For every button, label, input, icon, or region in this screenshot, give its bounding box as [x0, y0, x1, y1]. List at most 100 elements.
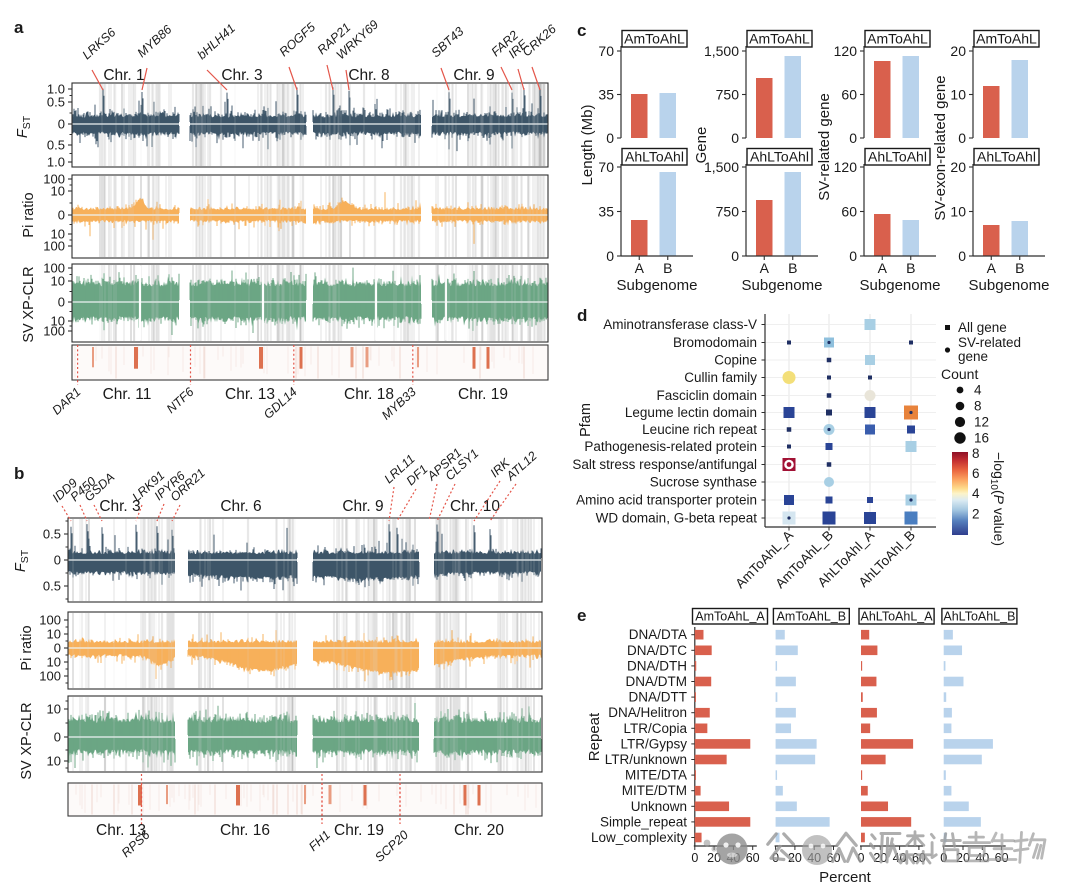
svg-text:0: 0: [731, 248, 739, 264]
svg-text:60: 60: [841, 204, 857, 220]
svg-text:Percent: Percent: [819, 869, 872, 886]
svg-text:750: 750: [716, 204, 740, 220]
svg-text:Length (Mb): Length (Mb): [579, 105, 596, 186]
svg-text:DNA/DTA: DNA/DTA: [629, 627, 687, 642]
svg-text:0: 0: [958, 248, 966, 264]
svg-text:SV-exon-related gene: SV-exon-related gene: [932, 75, 949, 220]
svg-text:SV: SV: [19, 760, 35, 780]
svg-text:0: 0: [849, 248, 857, 264]
svg-text:0: 0: [691, 851, 698, 865]
svg-text:0.5: 0.5: [47, 95, 65, 110]
svg-text:a: a: [14, 18, 24, 37]
svg-text:MITE/DTM: MITE/DTM: [622, 783, 687, 798]
svg-text:1.0: 1.0: [47, 82, 65, 97]
svg-text:SV-related: SV-related: [958, 335, 1021, 350]
svg-text:AhLToAhl: AhLToAhl: [750, 149, 809, 165]
svg-text:c: c: [577, 21, 586, 40]
svg-text:Chr. 3: Chr. 3: [221, 67, 262, 84]
svg-text:0.5: 0.5: [43, 579, 61, 594]
svg-text:Amino acid transporter protein: Amino acid transporter protein: [576, 493, 757, 508]
svg-text:Pi ratio: Pi ratio: [21, 192, 37, 237]
svg-text:Count: Count: [941, 366, 978, 382]
svg-text:0: 0: [58, 117, 65, 132]
svg-text:AhLToAhL_B: AhLToAhL_B: [943, 610, 1015, 624]
svg-text:0: 0: [606, 248, 614, 264]
svg-text:Subgenome: Subgenome: [742, 277, 823, 294]
svg-text:AmToAhL: AmToAhL: [867, 31, 928, 47]
svg-text:Sucrose synthase: Sucrose synthase: [650, 475, 757, 490]
svg-text:Salt stress response/antifunga: Salt stress response/antifungal: [572, 457, 757, 472]
svg-text:DNA/DTM: DNA/DTM: [626, 674, 688, 689]
svg-text:Chr. 9: Chr. 9: [342, 498, 383, 515]
svg-text:FST: FST: [15, 115, 33, 138]
svg-text:Chr. 13: Chr. 13: [96, 822, 146, 839]
svg-text:120: 120: [834, 159, 858, 175]
svg-text:Subgenome: Subgenome: [860, 277, 941, 294]
svg-text:10: 10: [51, 274, 65, 289]
svg-text:B: B: [663, 260, 672, 276]
svg-text:Copine: Copine: [714, 353, 757, 368]
svg-text:100: 100: [43, 239, 65, 254]
svg-text:4: 4: [974, 383, 982, 398]
svg-text:DNA/Helitron: DNA/Helitron: [608, 705, 687, 720]
svg-text:LTR/unknown: LTR/unknown: [605, 752, 687, 767]
svg-text:Pfam: Pfam: [578, 403, 594, 437]
svg-text:0: 0: [54, 641, 61, 656]
svg-text:Subgenome: Subgenome: [617, 277, 698, 294]
svg-text:0: 0: [58, 295, 65, 310]
svg-text:DNA/DTH: DNA/DTH: [627, 658, 687, 673]
svg-text:Chr. 20: Chr. 20: [454, 822, 504, 839]
svg-text:Chr. 13: Chr. 13: [225, 386, 275, 403]
svg-text:0: 0: [849, 130, 857, 146]
svg-text:1.0: 1.0: [47, 155, 65, 170]
svg-text:A: A: [760, 260, 770, 276]
svg-text:0.5: 0.5: [43, 527, 61, 542]
svg-text:LTR/Copia: LTR/Copia: [623, 721, 687, 736]
svg-text:Chr. 18: Chr. 18: [344, 386, 394, 403]
svg-text:Chr. 10: Chr. 10: [450, 498, 500, 515]
svg-text:Repeat: Repeat: [586, 712, 603, 761]
svg-text:0: 0: [858, 851, 865, 865]
svg-text:10: 10: [51, 184, 65, 199]
svg-text:35: 35: [598, 87, 614, 103]
svg-text:60: 60: [841, 87, 857, 103]
svg-text:AhLToAhl: AhLToAhl: [625, 149, 684, 165]
svg-text:100: 100: [43, 261, 65, 276]
svg-text:0: 0: [958, 130, 966, 146]
svg-text:WD domain, G-beta repeat: WD domain, G-beta repeat: [596, 511, 758, 526]
svg-text:Leucine rich repeat: Leucine rich repeat: [642, 422, 757, 437]
svg-text:AmToAhL: AmToAhL: [749, 31, 810, 47]
svg-text:10: 10: [950, 87, 966, 103]
svg-text:B: B: [788, 260, 797, 276]
svg-text:8: 8: [974, 399, 982, 414]
svg-text:100: 100: [43, 324, 65, 339]
svg-text:MITE/DTA: MITE/DTA: [625, 768, 687, 783]
svg-text:20: 20: [950, 159, 966, 175]
svg-text:1,500: 1,500: [704, 43, 739, 59]
svg-text:Chr. 6: Chr. 6: [220, 498, 261, 515]
svg-text:AhLToAhl: AhLToAhl: [868, 149, 927, 165]
svg-text:SV-related gene: SV-related gene: [816, 93, 833, 201]
svg-text:35: 35: [598, 204, 614, 220]
svg-text:Chr. 16: Chr. 16: [220, 822, 270, 839]
svg-text:16: 16: [974, 431, 989, 446]
svg-text:10: 10: [51, 227, 65, 242]
svg-text:60: 60: [746, 851, 760, 865]
svg-text:Chr. 19: Chr. 19: [334, 822, 384, 839]
svg-text:AmToAhL: AmToAhL: [624, 31, 685, 47]
svg-text:Chr. 3: Chr. 3: [99, 498, 140, 515]
svg-text:gene: gene: [958, 349, 988, 364]
svg-text:0: 0: [731, 130, 739, 146]
svg-text:AmToAhL_A: AmToAhL_A: [695, 610, 765, 624]
svg-text:70: 70: [598, 159, 614, 175]
svg-text:All gene: All gene: [958, 320, 1007, 335]
svg-text:AhLToAhL_A: AhLToAhL_A: [861, 610, 934, 624]
svg-text:Chr. 8: Chr. 8: [348, 67, 389, 84]
svg-text:10: 10: [51, 314, 65, 329]
svg-text:6: 6: [972, 466, 980, 481]
svg-text:100: 100: [43, 172, 65, 187]
svg-text:Fasciclin domain: Fasciclin domain: [656, 388, 757, 403]
svg-text:0: 0: [606, 130, 614, 146]
svg-text:DNA/DTC: DNA/DTC: [627, 643, 687, 658]
svg-text:100: 100: [39, 669, 61, 684]
